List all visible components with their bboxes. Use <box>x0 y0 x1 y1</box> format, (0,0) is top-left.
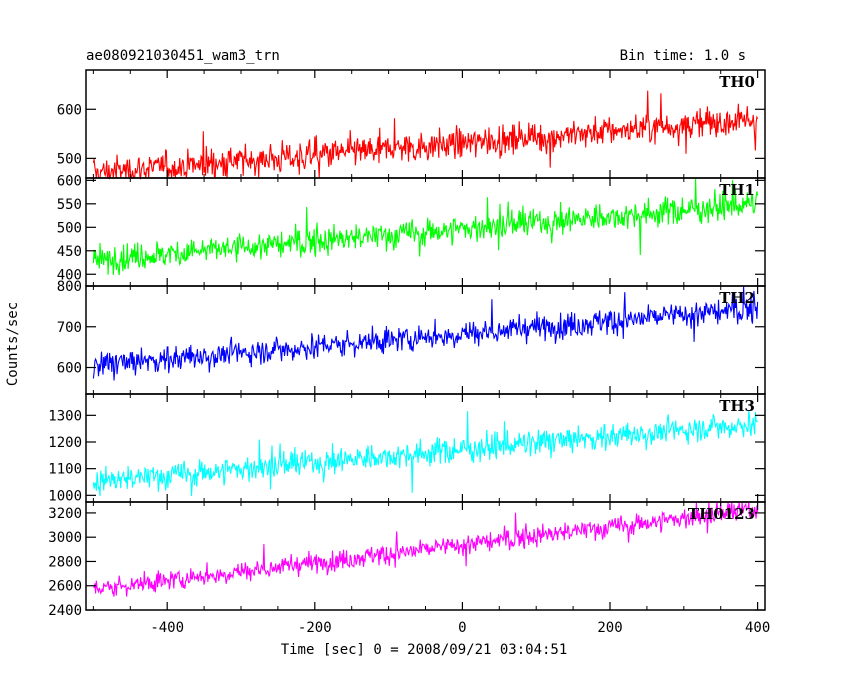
x-tick-label: 400 <box>745 620 770 636</box>
y-tick-label: 700 <box>57 320 82 336</box>
series-label-th2: TH2 <box>719 289 755 307</box>
y-tick-label: 1200 <box>48 435 82 451</box>
x-tick-label: -400 <box>150 620 184 636</box>
y-tick-label: 2600 <box>48 579 82 595</box>
y-tick-label: 600 <box>57 361 82 377</box>
series-line-th3 <box>92 410 758 497</box>
chart-title: ae080921030451_wam3_trn <box>86 48 280 64</box>
y-tick-label: 3200 <box>48 506 82 522</box>
x-axis-label: Time [sec] 0 = 2008/09/21 03:04:51 <box>281 642 568 658</box>
x-tick-label: 200 <box>597 620 622 636</box>
y-tick-label: 2400 <box>48 603 82 619</box>
x-tick-label: -200 <box>298 620 332 636</box>
y-tick-label: 600 <box>57 173 82 189</box>
y-tick-label: 1000 <box>48 488 82 504</box>
y-tick-label: 400 <box>57 267 82 283</box>
series-label-th0: TH0 <box>719 73 755 91</box>
y-axis-label: Counts/sec <box>5 302 21 386</box>
panels-group: 500 600 TH0 400 450 500 550 600 TH1 600 700 800 TH2 1… <box>48 69 770 636</box>
y-tick-label: 3000 <box>48 530 82 546</box>
series-label-th3: TH3 <box>719 397 755 415</box>
series-line-th0123 <box>93 501 759 597</box>
panel-frame-th0123 <box>85 501 766 611</box>
series-line-th0 <box>92 90 759 181</box>
series-label-th0123: TH0123 <box>688 505 755 523</box>
bin-time-label: Bin time: 1.0 s <box>620 48 746 64</box>
series-line-th2 <box>92 285 759 381</box>
y-tick-label: 500 <box>57 220 82 236</box>
panel-frame-th3 <box>85 393 766 503</box>
y-tick-label: 550 <box>57 197 82 213</box>
y-tick-label: 800 <box>57 279 82 295</box>
y-tick-label: 450 <box>57 244 82 260</box>
y-tick-label: 2800 <box>48 554 82 570</box>
x-tick-label: 0 <box>458 620 466 636</box>
y-tick-label: 600 <box>57 102 82 118</box>
y-tick-label: 1100 <box>48 462 82 478</box>
y-tick-label: 500 <box>57 151 82 167</box>
series-line-th1 <box>92 177 759 276</box>
y-tick-label: 1300 <box>48 408 82 424</box>
series-label-th1: TH1 <box>719 181 755 199</box>
